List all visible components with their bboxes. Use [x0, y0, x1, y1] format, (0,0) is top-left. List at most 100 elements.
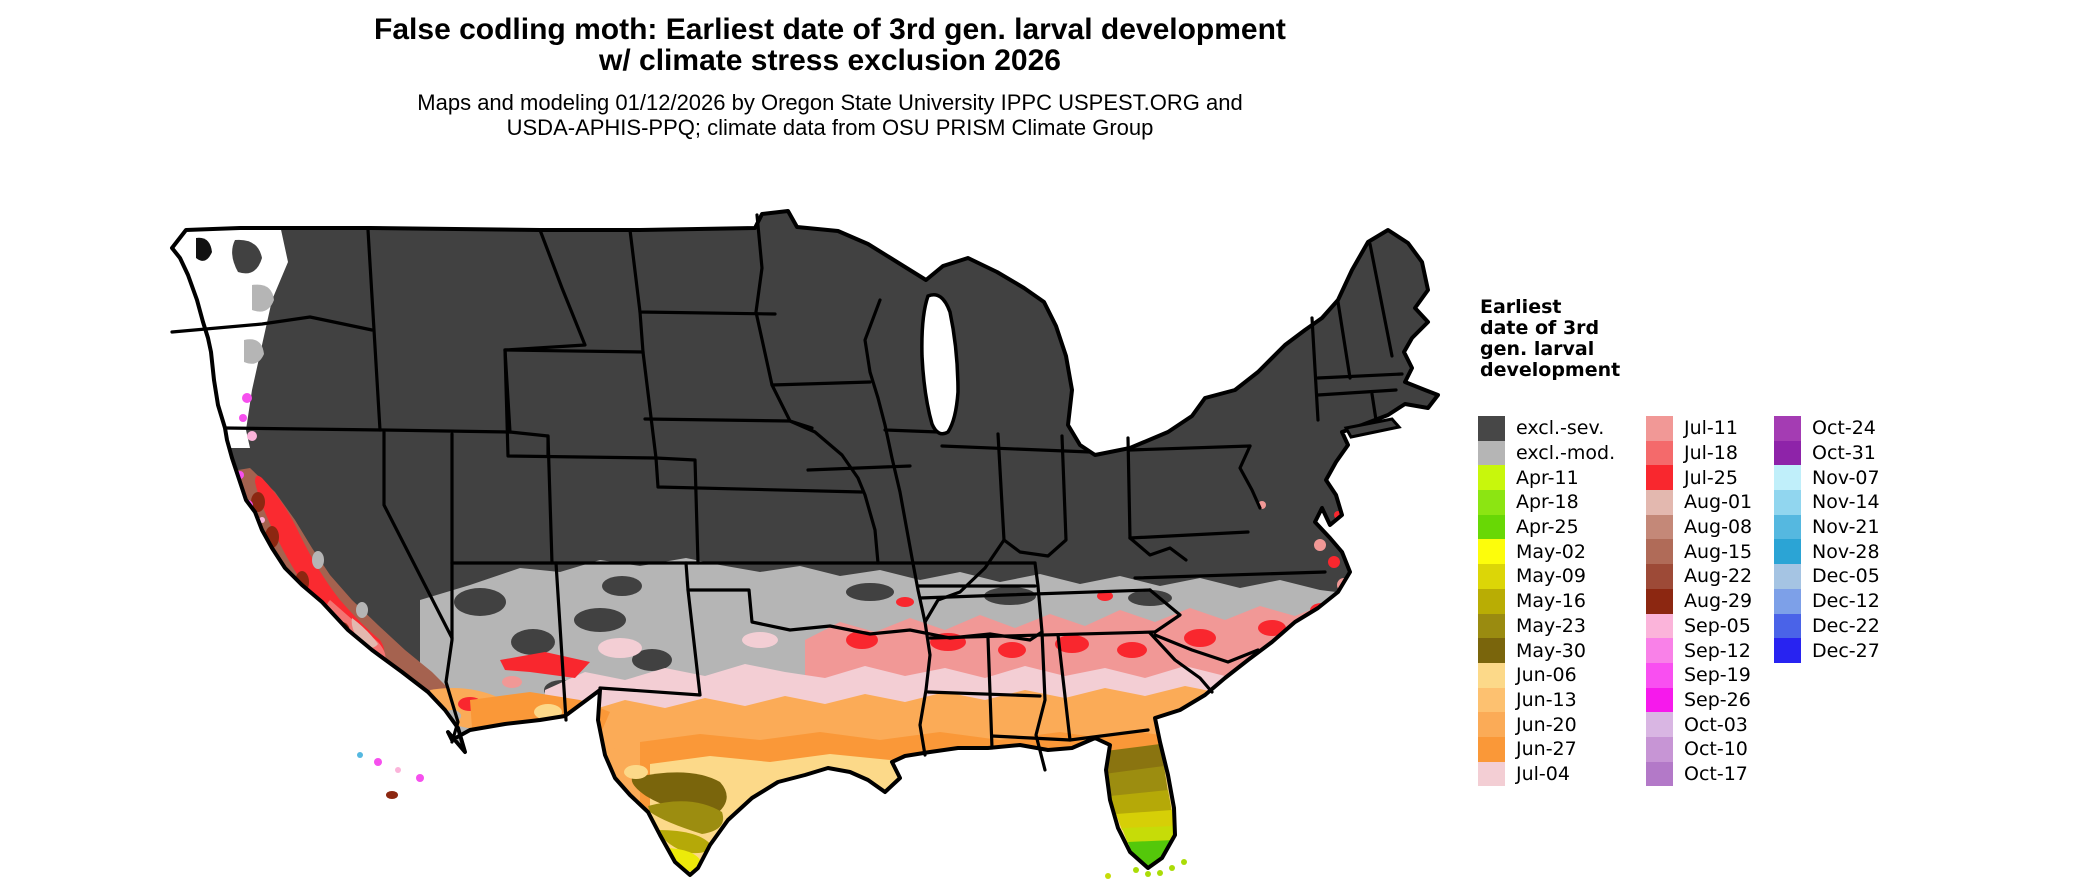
legend-title-line: gen. larval — [1480, 338, 1595, 360]
legend-label: excl.-sev. — [1516, 417, 1605, 440]
legend-swatch — [1478, 490, 1505, 515]
legend-entry: Oct-10 — [1646, 736, 1752, 762]
legend-entry: Nov-28 — [1774, 539, 1880, 565]
legend-entry: Dec-22 — [1774, 613, 1880, 639]
legend-entry: Apr-25 — [1478, 514, 1615, 540]
legend-entry: Jul-04 — [1478, 761, 1615, 787]
legend-entry: Dec-12 — [1774, 588, 1880, 614]
legend-swatch — [1478, 440, 1505, 466]
long-island — [1343, 417, 1402, 439]
map-title: False codling moth: Earliest date of 3rd… — [230, 14, 1430, 76]
legend-label: Jul-18 — [1684, 442, 1738, 465]
legend-entry: Aug-08 — [1646, 514, 1753, 540]
legend-label: Jul-25 — [1684, 466, 1738, 489]
legend-label: Sep-26 — [1684, 688, 1751, 711]
legend-title: Earliest date of 3rd gen. larval develop… — [1480, 297, 1680, 381]
legend-swatch — [1774, 588, 1801, 614]
legend-entry: May-02 — [1478, 539, 1615, 565]
legend-swatch — [1646, 638, 1673, 663]
title-line-1: False codling moth: Earliest date of 3rd… — [374, 13, 1286, 46]
legend-swatch — [1478, 564, 1505, 589]
legend-label: Apr-11 — [1516, 466, 1579, 489]
legend-swatch — [1478, 514, 1505, 540]
us-outline — [170, 209, 1440, 877]
legend-entry: Jun-20 — [1478, 712, 1615, 737]
legend-swatch — [1646, 490, 1673, 515]
legend-label: excl.-mod. — [1516, 442, 1616, 465]
legend-column-3: Oct-24 Oct-31 Nov-07 Nov-14 Nov-21 Nov-28 Dec-… — [1774, 416, 1880, 663]
legend-title-line: date of 3rd — [1480, 317, 1600, 339]
legend-swatch — [1646, 514, 1673, 540]
legend-label: Dec-12 — [1812, 590, 1880, 613]
legend-entry: Jul-18 — [1646, 440, 1752, 466]
legend-label: May-16 — [1516, 590, 1586, 613]
legend-entry: excl.-sev. — [1478, 416, 1615, 441]
legend-swatch — [1478, 736, 1505, 762]
legend-label: May-02 — [1516, 540, 1586, 563]
legend-label: Apr-25 — [1516, 516, 1579, 539]
legend-label: Sep-05 — [1684, 614, 1751, 637]
legend-entry: Aug-15 — [1646, 539, 1753, 565]
legend-swatch — [1478, 761, 1505, 787]
legend-entry: Oct-31 — [1774, 440, 1880, 466]
map-subtitle: Maps and modeling 01/12/2026 by Oregon S… — [230, 90, 1430, 140]
legend-swatch — [1774, 514, 1801, 540]
legend-swatch — [1646, 687, 1673, 713]
title-line-2: w/ climate stress exclusion 2026 — [599, 44, 1061, 77]
legend-entry: Oct-03 — [1646, 712, 1752, 737]
legend-label: Jul-11 — [1684, 417, 1738, 440]
legend-entry: May-09 — [1478, 564, 1615, 589]
legend-swatch — [1646, 564, 1673, 589]
legend-label: Aug-08 — [1684, 516, 1753, 539]
legend-entry: May-16 — [1478, 588, 1615, 614]
legend-entry: excl.-mod. — [1478, 440, 1616, 466]
legend-label: Jun-13 — [1516, 688, 1577, 711]
subtitle-line-1: Maps and modeling 01/12/2026 by Oregon S… — [417, 90, 1243, 115]
legend-label: Aug-01 — [1684, 491, 1753, 514]
legend-swatch — [1478, 687, 1505, 713]
legend-swatch — [1774, 490, 1801, 515]
legend-entry: Aug-22 — [1646, 564, 1752, 589]
legend-entry: Sep-12 — [1646, 638, 1752, 663]
legend-swatch — [1478, 588, 1505, 614]
legend-entry: May-23 — [1478, 613, 1615, 639]
legend-entry: Apr-18 — [1478, 490, 1615, 515]
legend-entry: Nov-21 — [1774, 514, 1880, 540]
legend-entry: Jun-27 — [1478, 736, 1615, 762]
legend-label: Jun-27 — [1516, 738, 1577, 761]
legend-label: Dec-22 — [1812, 614, 1880, 637]
legend-column-1: excl.-sev. excl.-mod. Apr-11 Apr-18 Apr-25 Ma… — [1478, 416, 1616, 787]
legend-label: Sep-12 — [1684, 639, 1751, 662]
legend-label: Nov-07 — [1812, 466, 1880, 489]
legend-label: Oct-03 — [1684, 713, 1748, 736]
legend-label: Dec-05 — [1812, 565, 1880, 588]
legend-entry: Aug-01 — [1646, 490, 1752, 515]
legend-swatch — [1774, 465, 1801, 491]
legend-label: Jul-04 — [1516, 762, 1570, 785]
legend-entry: Apr-11 — [1478, 465, 1615, 491]
state-borders — [170, 213, 1404, 772]
legend-entry: Sep-05 — [1646, 613, 1752, 639]
legend-title-line: development — [1480, 359, 1621, 381]
legend-label: Aug-15 — [1684, 540, 1753, 563]
legend-entry: May-30 — [1478, 638, 1615, 663]
legend-label: Jun-06 — [1516, 664, 1577, 687]
legend-entry: Oct-24 — [1774, 416, 1880, 441]
legend-label: Nov-14 — [1812, 491, 1880, 514]
legend-swatch — [1774, 638, 1801, 663]
legend-entry: Dec-27 — [1774, 638, 1880, 663]
legend-swatch — [1478, 465, 1505, 491]
legend-swatch — [1774, 440, 1801, 466]
legend-label: Oct-31 — [1812, 442, 1876, 465]
legend-label: Sep-19 — [1684, 664, 1751, 687]
legend-swatch — [1774, 564, 1801, 589]
legend-swatch — [1478, 416, 1505, 441]
lake-michigan — [920, 293, 960, 436]
legend-swatch — [1774, 613, 1801, 639]
legend-swatch — [1774, 539, 1801, 565]
legend-label: Oct-24 — [1812, 417, 1876, 440]
legend-swatch — [1646, 712, 1673, 737]
